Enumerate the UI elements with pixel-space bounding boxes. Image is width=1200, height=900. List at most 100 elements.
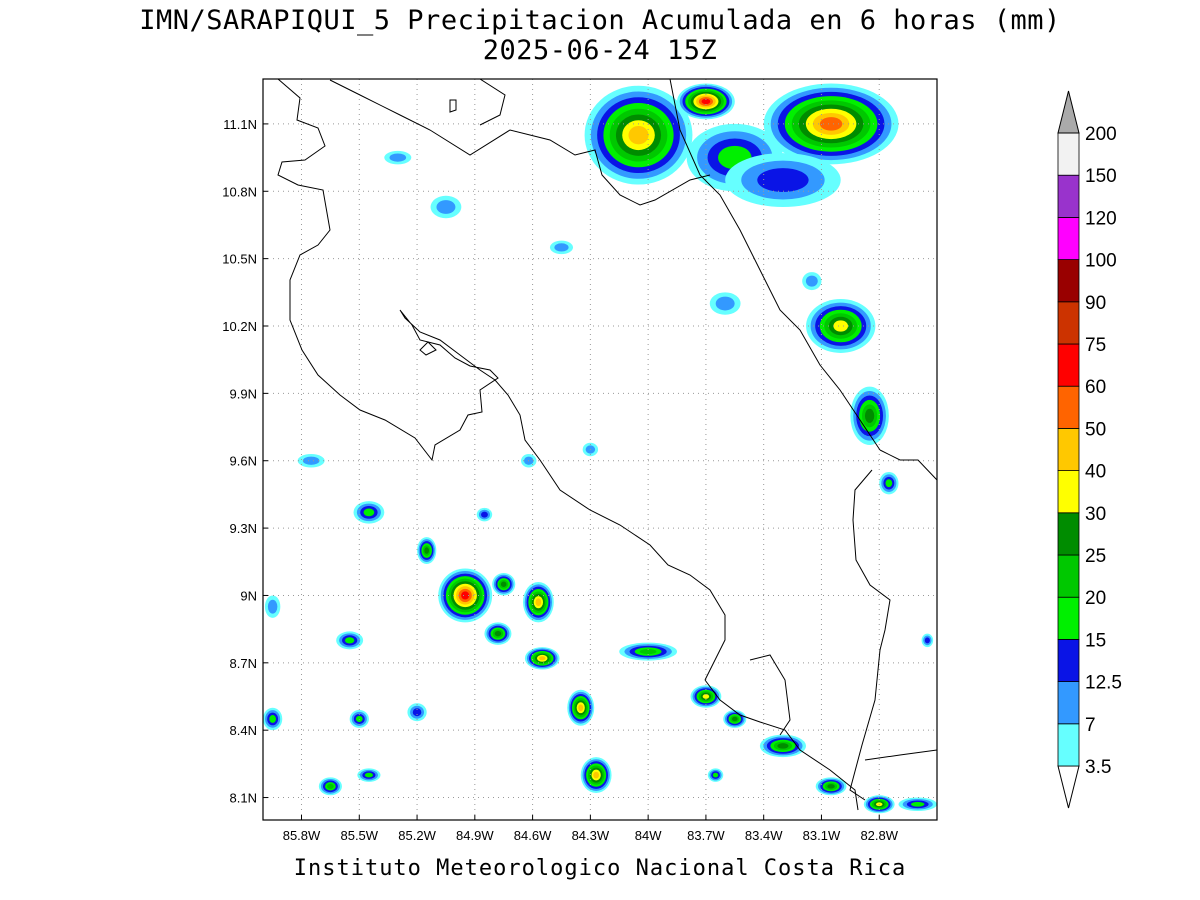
map-valid-time: 2025-06-24 15Z <box>482 35 718 66</box>
precip-contour <box>628 125 649 145</box>
precip-cell <box>725 153 841 207</box>
precip-contour <box>364 772 373 778</box>
precip-cell <box>921 633 934 648</box>
x-tick-label: 85.5W <box>340 828 378 843</box>
x-tick-label: 85.2W <box>398 828 436 843</box>
precip-cell <box>850 386 889 446</box>
precip-contour <box>327 783 334 789</box>
colorbar-swatch <box>1057 343 1080 387</box>
precip-cell <box>263 707 283 731</box>
x-tick-label: 84.6W <box>514 828 552 843</box>
precip-cell <box>815 777 847 796</box>
precip-contour <box>827 784 835 789</box>
precip-cell <box>806 299 876 353</box>
panama-coast <box>849 469 891 801</box>
precip-contour <box>424 547 430 554</box>
colorbar-level-label: 3.5 <box>1085 757 1111 778</box>
latitude-axis: 8.1N 8.4N 8.7N 9N 9.3N 9.6N 9.9N 10.2N 10.5N 10.8… <box>222 117 268 806</box>
colorbar-max-arrow <box>1057 90 1080 134</box>
precip-contour <box>757 168 809 193</box>
precip-contour <box>436 200 456 214</box>
precip-contour <box>885 479 893 488</box>
precip-contour <box>701 98 711 105</box>
precip-contour <box>554 243 569 252</box>
precip-contour <box>461 591 470 600</box>
precip-contour <box>269 715 276 723</box>
precip-cell <box>336 631 364 650</box>
colorbar-level-label: 60 <box>1085 377 1106 398</box>
colorbar-swatch <box>1057 596 1080 640</box>
precip-contour <box>363 508 375 517</box>
precip-contour <box>535 598 542 606</box>
x-tick-label: 84W <box>635 828 662 843</box>
colorbar-swatch <box>1057 132 1080 176</box>
precip-contour <box>639 649 657 655</box>
precip-contour <box>777 743 789 749</box>
y-tick-label: 11.1N <box>223 117 257 132</box>
y-tick-label: 8.1N <box>230 791 257 806</box>
precip-contour <box>731 716 738 722</box>
precip-contour <box>267 599 278 614</box>
map-frame <box>262 78 938 821</box>
precip-cell <box>384 150 412 165</box>
precip-contour <box>712 772 719 778</box>
coastline-borders <box>277 79 937 811</box>
x-tick-label: 83.4W <box>745 828 783 843</box>
colorbar-level-label: 7 <box>1085 715 1096 736</box>
longitude-axis: 85.8W 85.5W 85.2W 84.9W 84.6W 84.3W 84W 83.7W 83… <box>283 815 899 843</box>
colorbar-min-arrow <box>1057 765 1080 809</box>
precip-cell <box>763 83 899 165</box>
colorbar-level-label: 50 <box>1085 419 1106 440</box>
precip-cell <box>353 501 385 524</box>
precip-cell <box>802 272 822 291</box>
x-tick-label: 84.9W <box>456 828 494 843</box>
precip-cell <box>524 647 560 670</box>
colorbar-swatch <box>1057 301 1080 345</box>
precip-cell <box>407 703 427 722</box>
precip-cell <box>430 195 462 219</box>
precip-contour <box>864 408 875 423</box>
y-tick-label: 9.9N <box>230 386 257 401</box>
precip-contour <box>578 704 584 712</box>
precip-cell <box>723 709 747 728</box>
lake-shore-north <box>479 79 506 126</box>
colorbar-level-label: 150 <box>1085 166 1117 187</box>
y-tick-label: 9N <box>240 588 257 603</box>
y-tick-label: 9.6N <box>230 454 257 469</box>
precip-cell <box>438 568 493 623</box>
lake-nicaragua-shore <box>449 99 457 113</box>
precip-contour <box>924 637 930 644</box>
colorbar-swatch <box>1057 427 1080 471</box>
x-tick-label: 83.1W <box>803 828 841 843</box>
colorbar-level-label: 90 <box>1085 293 1106 314</box>
colorbar-swatch <box>1057 512 1080 556</box>
colorbar-swatch <box>1057 554 1080 598</box>
precip-contour <box>593 771 600 779</box>
institution-credit: Instituto Meteorologico Nacional Costa R… <box>293 856 907 881</box>
y-tick-label: 9.3N <box>230 521 257 536</box>
precip-contour <box>715 296 735 311</box>
nicoya-inlet-island <box>419 341 437 356</box>
precip-cell <box>549 240 574 255</box>
precip-cell <box>484 622 512 645</box>
panama-border <box>879 449 937 481</box>
pacific-coastline-north <box>277 79 726 681</box>
caribbean-coastline <box>669 79 881 451</box>
burica-coast <box>864 749 937 761</box>
precip-cell <box>707 768 724 782</box>
colorbar-level-label: 120 <box>1085 208 1117 229</box>
precip-contour <box>911 801 925 807</box>
colorbar-swatch <box>1057 639 1080 683</box>
precip-cell <box>476 507 493 522</box>
colorbar-level-label: 12.5 <box>1085 673 1122 694</box>
precipitation-layer <box>263 83 937 814</box>
colorbar-swatch <box>1057 470 1080 514</box>
colorbar-swatch <box>1057 385 1080 429</box>
colorbar-level-label: 15 <box>1085 630 1106 651</box>
y-tick-label: 8.4N <box>230 723 257 738</box>
precip-cell <box>417 537 437 565</box>
precip-contour <box>412 708 422 717</box>
colorbar-level-label: 25 <box>1085 546 1106 567</box>
precip-cell <box>759 734 807 758</box>
